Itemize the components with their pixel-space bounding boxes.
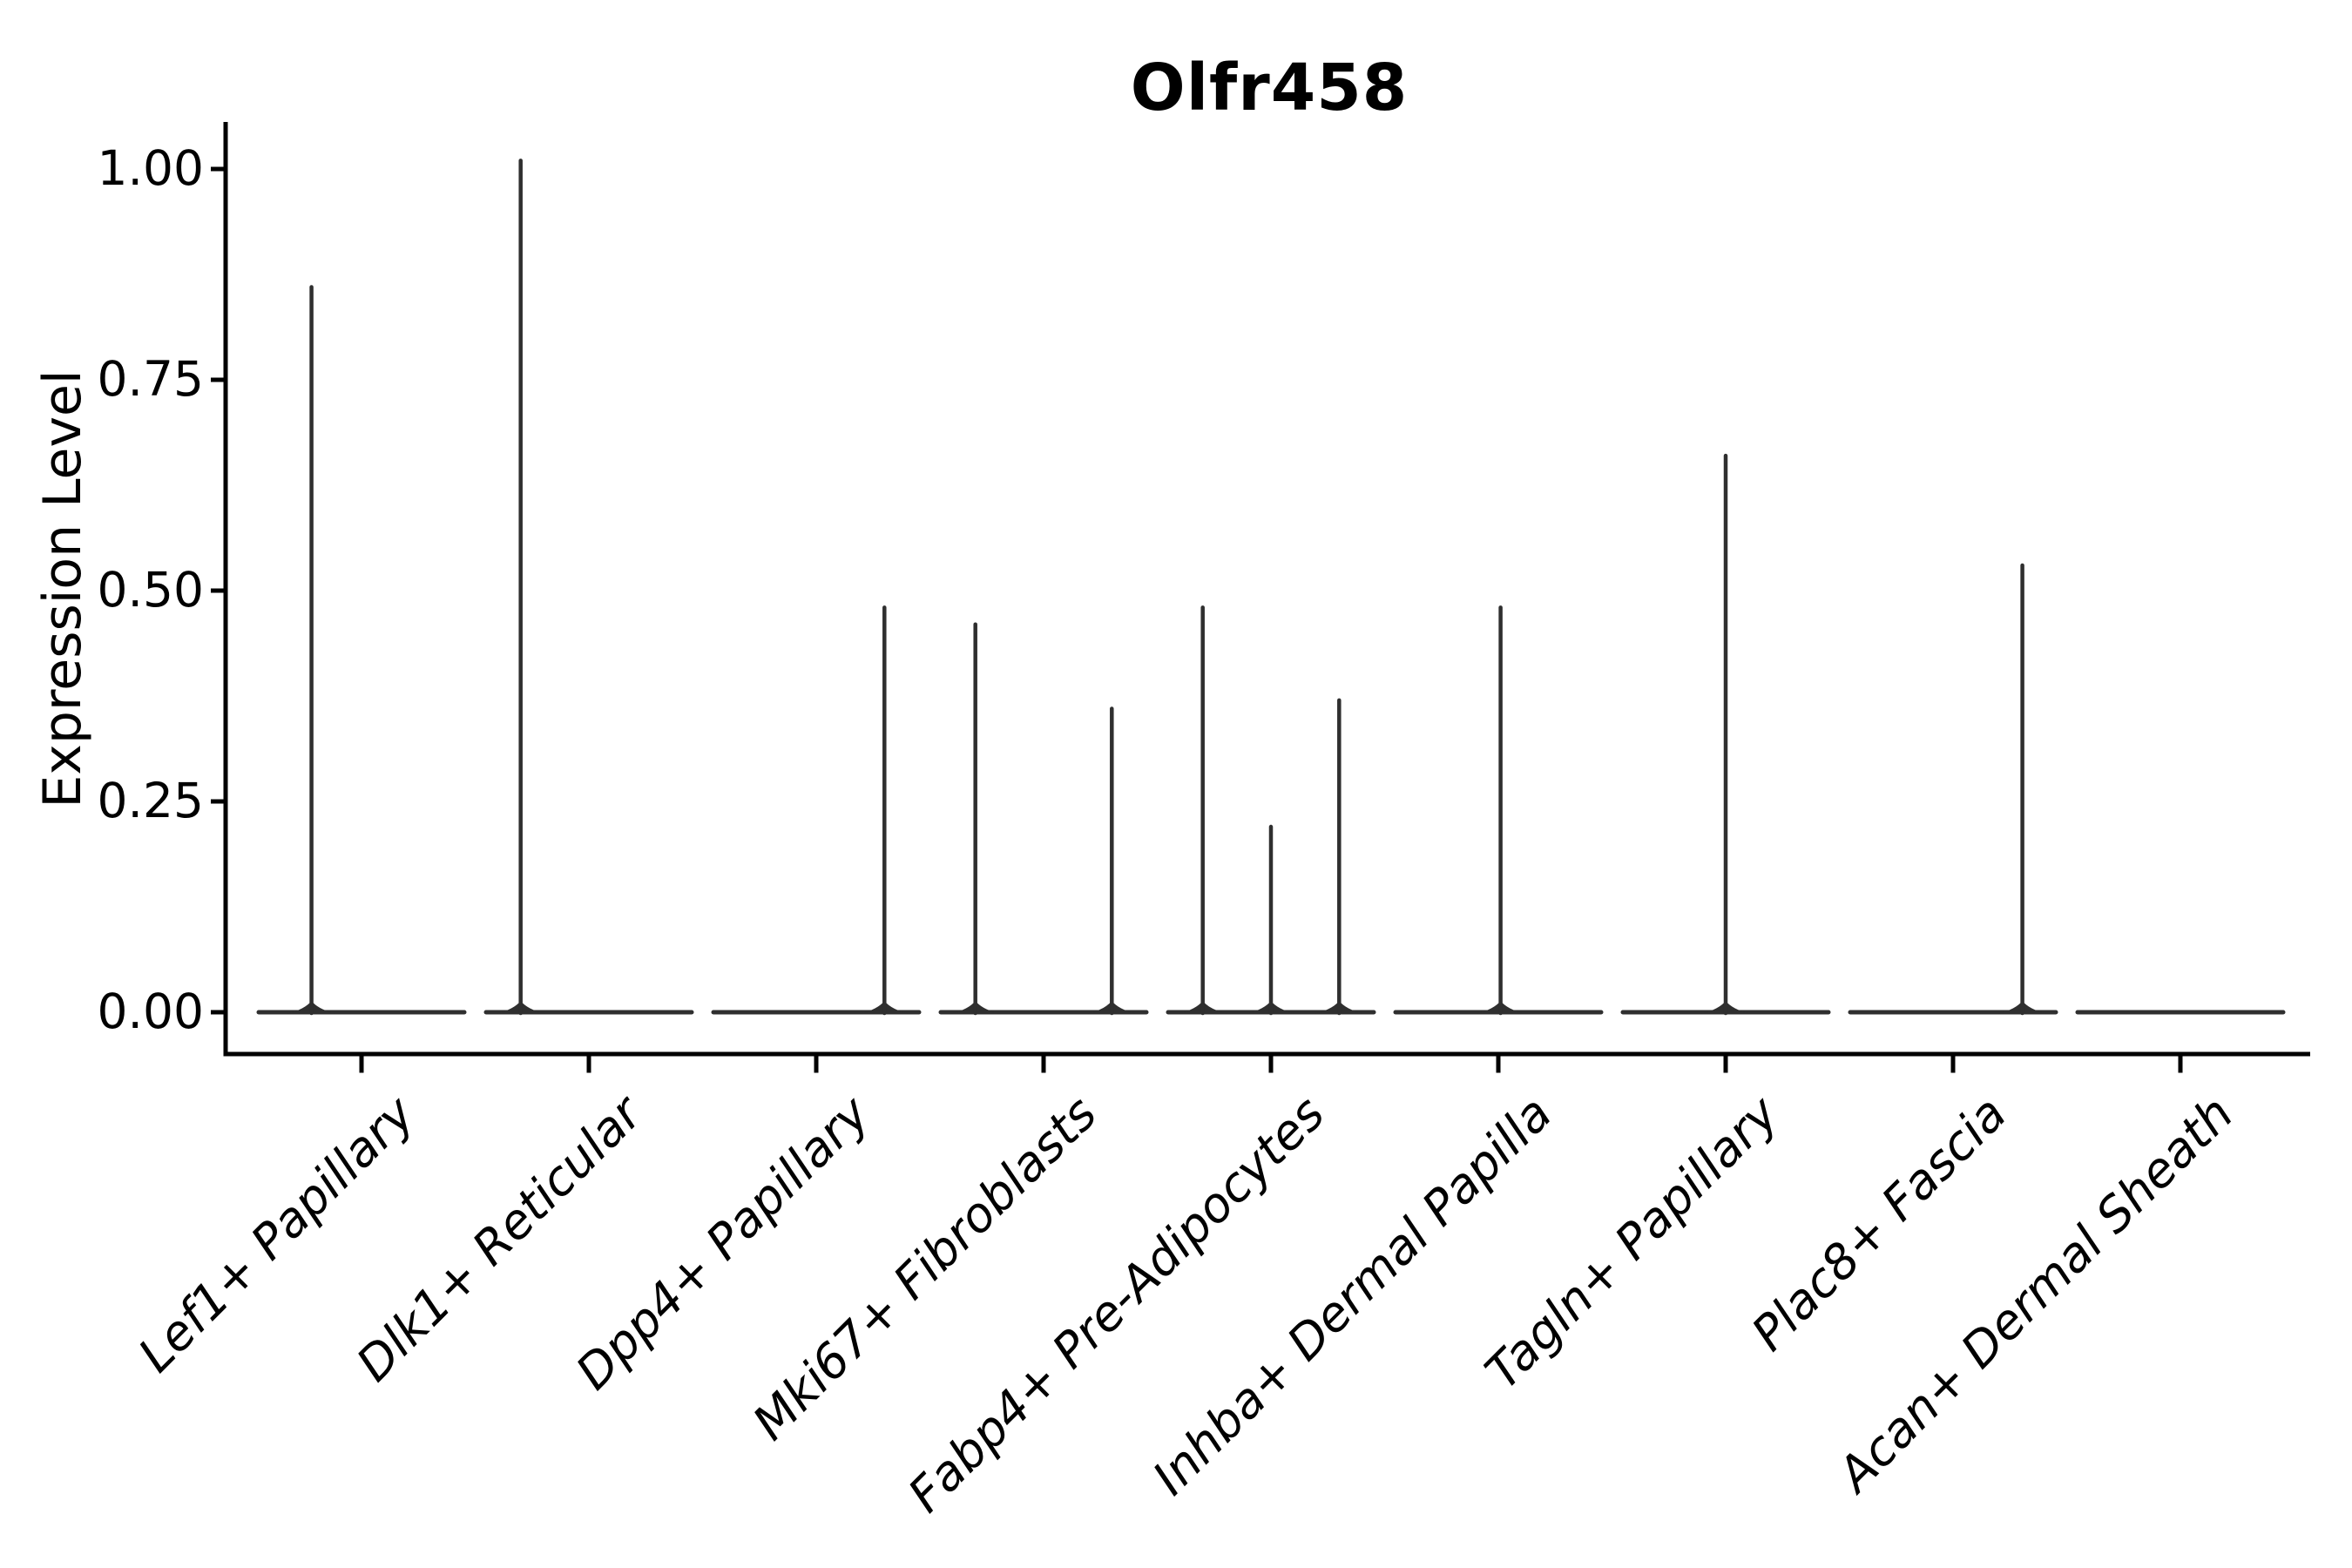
chart-title: Olfr458 [1130,51,1409,125]
y-tick-label: 0.25 [97,773,204,828]
y-tick-label: 0.75 [97,351,204,407]
y-tick-label: 1.00 [97,140,204,196]
y-tick-label: 0.00 [97,983,204,1039]
y-tick-label: 0.50 [97,562,204,618]
